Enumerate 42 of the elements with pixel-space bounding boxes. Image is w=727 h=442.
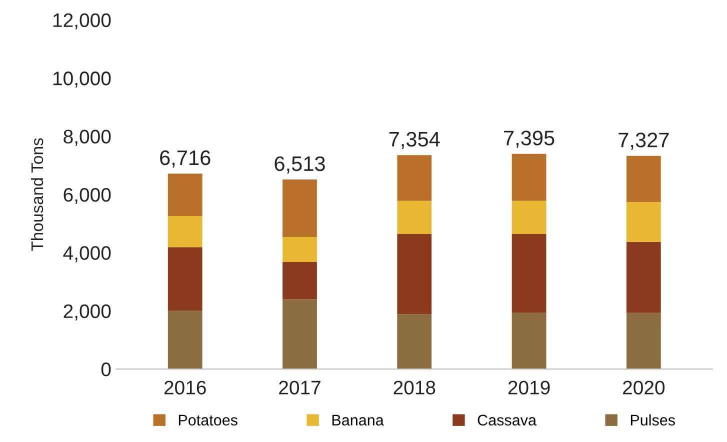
total-label: 7,327 [618, 132, 669, 150]
x-tick-label: 2018 [394, 380, 436, 394]
bar [168, 310, 202, 370]
y-tick-label: 12,000 [53, 13, 111, 30]
x-tick-label: 2019 [508, 380, 550, 394]
bar [626, 202, 661, 242]
bar [512, 200, 546, 234]
bar [282, 236, 317, 262]
legend-label: Cassava [478, 414, 536, 426]
bar [397, 200, 432, 234]
total-label: 7,354 [389, 132, 440, 150]
x-tick-label: 2020 [623, 380, 665, 394]
bar [397, 234, 432, 314]
bar [397, 155, 432, 201]
y-tick-label: 6,000 [64, 188, 111, 204]
legend-label: Pulses [630, 414, 675, 426]
total-label: 6,716 [160, 150, 210, 168]
bar [282, 262, 317, 300]
bar [626, 242, 661, 313]
bar [282, 299, 317, 370]
x-tick-label: 2017 [279, 380, 320, 394]
x-tick-label: 2016 [164, 380, 206, 394]
bar [512, 234, 546, 313]
bar [282, 180, 317, 237]
legend-label: Banana [332, 414, 384, 426]
bar [168, 174, 202, 216]
bar [168, 216, 202, 248]
bar [168, 247, 202, 311]
total-label: 6,513 [274, 156, 325, 174]
y-axis-title: Thousand Tons [30, 138, 44, 251]
bar [626, 312, 661, 370]
total-label: 7,395 [504, 130, 554, 148]
legend-label: Potatoes [178, 414, 238, 426]
y-tick-label: 0 [101, 362, 111, 376]
bar [397, 314, 432, 370]
bar [626, 156, 661, 202]
y-tick-label: 10,000 [53, 72, 111, 88]
bar [512, 312, 546, 370]
bar [512, 154, 546, 201]
y-tick-label: 2,000 [64, 304, 111, 320]
y-tick-label: 8,000 [64, 130, 111, 146]
y-tick-label: 4,000 [63, 246, 111, 262]
